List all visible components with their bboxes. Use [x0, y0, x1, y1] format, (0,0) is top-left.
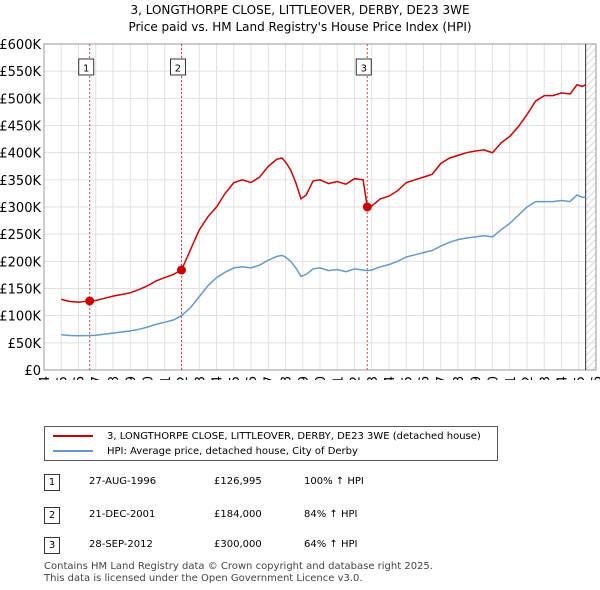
legend-swatch-hpi [53, 450, 93, 452]
legend-label-hpi: HPI: Average price, detached house, City… [107, 445, 358, 457]
x-tick-label: 2017 [435, 376, 450, 380]
y-tick-label: £550K [0, 65, 41, 80]
y-tick-label: £50K [8, 337, 42, 352]
y-tick-label: £500K [0, 92, 41, 107]
x-tick-label: 2006 [245, 376, 260, 380]
x-tick-label: 2009 [297, 376, 312, 380]
sale-point [176, 265, 186, 275]
y-tick-label: £450K [0, 120, 41, 135]
x-tick-label: 1994 [38, 376, 53, 380]
y-tick-label: £250K [0, 228, 41, 243]
sale-date: 27-AUG-1996 [89, 476, 157, 487]
legend-label-property: 3, LONGTHORPE CLOSE, LITTLEOVER, DERBY, … [107, 430, 481, 442]
x-tick-label: 2016 [418, 376, 433, 380]
y-tick-label: £150K [0, 283, 41, 298]
x-tick-label: 2014 [383, 376, 398, 380]
legend-item-property: 3, LONGTHORPE CLOSE, LITTLEOVER, DERBY, … [53, 429, 481, 443]
sale-marker-box [355, 58, 372, 76]
x-tick-label: 2021 [504, 376, 519, 380]
chart-title: 3, LONGTHORPE CLOSE, LITTLEOVER, DERBY, … [130, 3, 470, 17]
x-tick-label: 1999 [124, 376, 139, 380]
sale-marker-label: 3 [361, 64, 367, 75]
x-tick-label: 2007 [262, 376, 277, 380]
x-tick-label: 2023 [538, 376, 553, 380]
x-tick-label: 1996 [73, 376, 88, 380]
x-tick-label: 2019 [469, 376, 484, 380]
x-tick-label: 2002 [176, 376, 191, 380]
x-tick-label: 1995 [55, 376, 70, 380]
y-tick-label: £200K [0, 255, 41, 270]
sale-point [362, 202, 372, 212]
x-tick-label: 1997 [90, 376, 105, 380]
y-tick-label: £100K [0, 310, 41, 325]
sale-point [85, 296, 95, 306]
sale-number-badge: 1 [44, 474, 60, 491]
x-tick-label: 2011 [331, 376, 346, 380]
plot-border [43, 43, 597, 371]
x-tick-label: 2003 [193, 376, 208, 380]
price-chart: £0 £50K £100K £150K £200K £250K £300K £350K £400… [0, 38, 600, 380]
sale-marker-label: 1 [83, 64, 89, 75]
series-line-property [61, 83, 587, 303]
sale-marker-label: 2 [175, 64, 181, 75]
x-tick-label: 2020 [487, 376, 502, 380]
legend-swatch-property [53, 435, 93, 437]
x-tick-label: 2001 [159, 376, 174, 380]
y-tick-label: £400K [0, 147, 41, 162]
sale-date: 28-SEP-2012 [89, 539, 153, 550]
legend-item-hpi: HPI: Average price, detached house, City… [53, 444, 358, 458]
sale-price: £184,000 [214, 509, 262, 520]
x-tick-label: 2015 [400, 376, 415, 380]
x-tick-label: 2000 [142, 376, 157, 380]
sale-marker-box [78, 58, 95, 76]
series-line-hpi [61, 194, 586, 337]
y-tick-label: £0 [24, 364, 41, 379]
x-tick-label: 2004 [211, 376, 226, 380]
footer-attribution: Contains HM Land Registry data © Crown c… [44, 561, 433, 585]
y-tick-label: £350K [0, 174, 41, 189]
x-tick-label: 2005 [228, 376, 243, 380]
footer-licence: This data is licensed under the Open Gov… [44, 573, 363, 584]
y-tick-label: £300K [0, 201, 41, 216]
x-tick-label: 2008 [280, 376, 295, 380]
sale-price: £300,000 [214, 539, 262, 550]
x-tick-label: 2010 [314, 376, 329, 380]
sale-date: 21-DEC-2001 [89, 509, 156, 520]
x-tick-label: 1998 [107, 376, 122, 380]
x-tick-label: 2026 [590, 376, 600, 380]
footer-copyright: Contains HM Land Registry data © Crown c… [44, 561, 433, 572]
x-tick-label: 2013 [366, 376, 381, 380]
sale-price: £126,995 [214, 476, 262, 487]
sale-number-badge: 2 [44, 507, 60, 524]
sale-hpi-change: 84% ↑ HPI [304, 509, 358, 520]
sale-hpi-change: 100% ↑ HPI [304, 476, 364, 487]
x-tick-label: 2022 [521, 376, 536, 380]
sale-marker-box [169, 58, 186, 76]
x-tick-label: 2018 [452, 376, 467, 380]
x-tick-label: 2024 [556, 376, 571, 380]
chart-legend: 3, LONGTHORPE CLOSE, LITTLEOVER, DERBY, … [44, 426, 498, 461]
sale-number-badge: 3 [44, 537, 60, 554]
chart-subtitle: Price paid vs. HM Land Registry's House … [128, 20, 472, 34]
sale-hpi-change: 64% ↑ HPI [304, 539, 358, 550]
x-tick-label: 2025 [573, 376, 588, 380]
y-tick-label: £600K [0, 38, 41, 53]
x-tick-label: 2012 [349, 376, 364, 380]
